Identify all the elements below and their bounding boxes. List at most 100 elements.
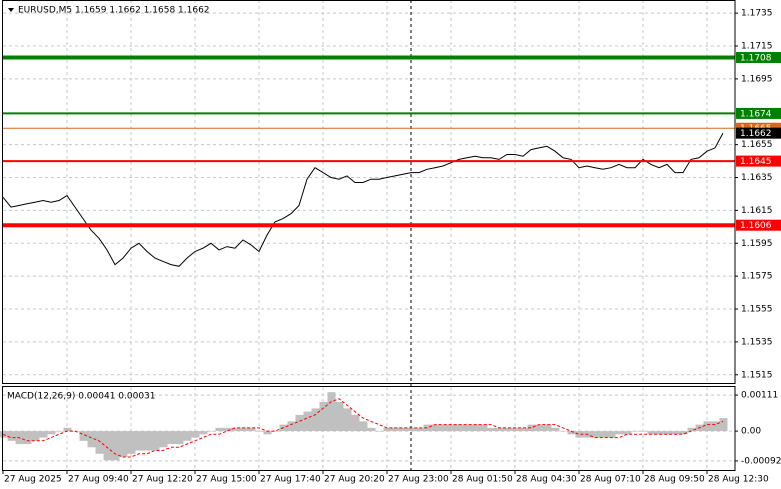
macd-bar <box>711 421 720 432</box>
x-tick-label: 27 Aug 23:00 <box>388 475 449 485</box>
x-tick-label: 27 Aug 2025 <box>4 475 62 485</box>
level-label: 1.1674 <box>740 109 772 119</box>
macd-bar <box>335 401 344 432</box>
y-tick-label: 1.1515 <box>741 370 773 380</box>
x-tick-label: 27 Aug 09:40 <box>68 475 129 485</box>
x-tick-label: 28 Aug 09:50 <box>644 475 705 485</box>
signal-line <box>2 398 724 458</box>
main-title: EURUSD,M5 1.1659 1.1662 1.1658 1.1662 <box>18 6 210 16</box>
macd-bar <box>655 431 664 435</box>
price-label-box <box>736 127 781 139</box>
macd-title: MACD(12,26,9) 0.00041 0.00031 <box>7 392 156 402</box>
macd-bar <box>639 431 648 432</box>
macd-bar <box>607 431 616 438</box>
level-label-box <box>736 155 781 167</box>
macd-bar <box>327 392 336 432</box>
macd-bar <box>207 431 216 432</box>
macd-bar <box>615 431 624 435</box>
y-tick-label: 1.1535 <box>741 337 773 347</box>
macd-bar <box>575 431 584 438</box>
macd-bar <box>623 431 632 435</box>
macd-bar <box>111 431 120 461</box>
macd-bar <box>367 427 376 432</box>
y-tick-label: 0.00111 <box>741 391 778 401</box>
macd-bar <box>415 427 424 432</box>
macd-bar <box>463 424 472 432</box>
main-pane-border <box>2 0 736 384</box>
macd-bar <box>471 424 480 432</box>
macd-bar <box>679 431 688 435</box>
macd-bar <box>703 421 712 432</box>
x-tick-label: 27 Aug 17:40 <box>260 475 321 485</box>
macd-bar <box>135 431 144 451</box>
macd-bar <box>567 431 576 435</box>
menu-arrow[interactable] <box>8 8 14 12</box>
macd-bar <box>591 431 600 438</box>
level-label: 1.1645 <box>740 157 772 167</box>
level-label-box <box>736 107 781 119</box>
macd-bar <box>183 431 192 441</box>
macd-pane-border <box>2 386 736 471</box>
y-tick-label: 1.1635 <box>741 173 773 183</box>
x-tick-label: 28 Aug 04:30 <box>516 475 577 485</box>
macd-bar <box>199 431 208 435</box>
y-tick-label: 1.1595 <box>741 239 773 249</box>
data-layer <box>0 55 735 461</box>
macd-bar <box>23 431 32 445</box>
macd-bar <box>407 427 416 432</box>
macd-bar <box>383 427 392 432</box>
macd-bar <box>511 427 520 432</box>
macd-bar <box>127 431 136 454</box>
macd-bar <box>431 424 440 432</box>
macd-bar <box>159 431 168 448</box>
macd-bar <box>7 431 16 441</box>
y-tick-label: 1.1735 <box>741 9 773 19</box>
macd-bar <box>487 427 496 432</box>
macd-bar <box>55 431 64 432</box>
macd-bar <box>119 431 128 458</box>
macd-bar <box>47 431 56 435</box>
y-tick-label: 0.00 <box>741 427 761 437</box>
macd-bar <box>479 424 488 432</box>
macd-bar <box>391 427 400 432</box>
macd-bar <box>223 427 232 432</box>
macd-bar <box>31 431 40 441</box>
macd-bar <box>319 401 328 432</box>
macd-bar <box>687 427 696 432</box>
macd-bar <box>663 431 672 435</box>
level-label-box <box>736 52 781 64</box>
macd-bar <box>175 431 184 445</box>
grid-layer <box>3 0 735 470</box>
macd-bar <box>423 424 432 432</box>
y-tick-label: 1.1575 <box>741 272 773 282</box>
macd-bar <box>295 414 304 432</box>
macd-bar <box>351 414 360 432</box>
macd-bar <box>151 431 160 451</box>
macd-bar <box>231 427 240 432</box>
macd-bar <box>343 408 352 432</box>
macd-bar <box>671 431 680 435</box>
macd-bar <box>535 424 544 432</box>
macd-bar <box>455 424 464 432</box>
level-label-box <box>736 219 781 231</box>
macd-bar <box>311 408 320 432</box>
macd-bar <box>559 431 568 432</box>
y-tick-label: 1.1715 <box>741 42 773 52</box>
price-line <box>2 132 724 267</box>
macd-bar <box>247 427 256 432</box>
level-label: 1.1606 <box>740 221 772 231</box>
level-label: 1.1708 <box>740 54 772 64</box>
x-tick-label: 28 Aug 12:30 <box>708 475 769 485</box>
x-tick-label: 27 Aug 15:00 <box>196 475 257 485</box>
macd-bar <box>647 431 656 435</box>
macd-bar <box>399 427 408 432</box>
y-tick-label: 1.1695 <box>741 74 773 84</box>
macd-bar <box>63 427 72 432</box>
macd-bar <box>439 424 448 432</box>
macd-bar <box>103 431 112 461</box>
x-tick-label: 28 Aug 07:10 <box>580 475 641 485</box>
macd-bar <box>303 411 312 432</box>
macd-bar <box>255 431 264 432</box>
